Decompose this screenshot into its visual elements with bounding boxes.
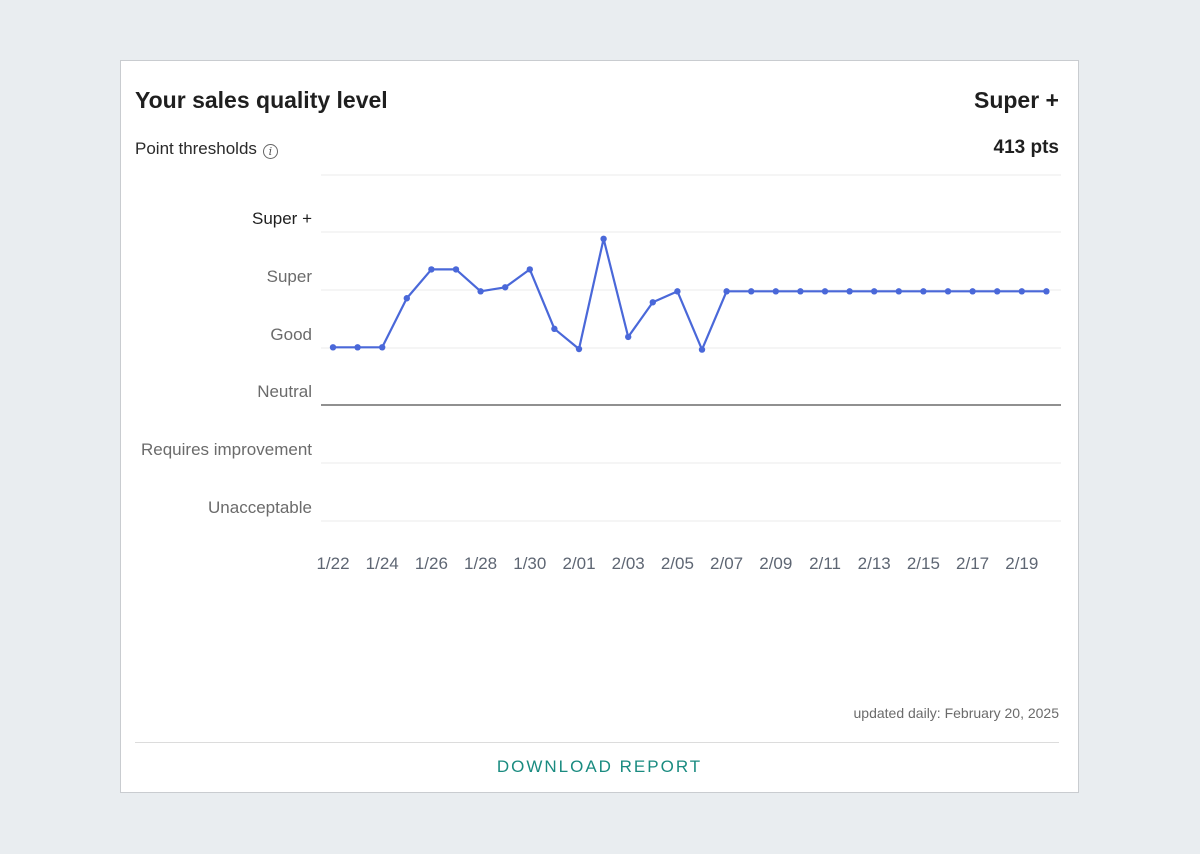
points-value: 413 pts	[993, 137, 1059, 158]
data-point	[428, 266, 435, 273]
y-axis-label: Super	[267, 267, 313, 286]
x-axis-label: 2/09	[759, 554, 792, 573]
data-point	[600, 235, 607, 243]
data-point	[698, 346, 706, 353]
data-point	[723, 288, 730, 295]
data-point	[846, 288, 853, 295]
data-point	[1043, 288, 1050, 295]
x-axis-label: 2/15	[907, 554, 940, 573]
data-point	[1018, 288, 1025, 295]
data-point	[748, 288, 755, 295]
x-axis-label: 2/11	[809, 554, 841, 573]
data-point	[821, 288, 829, 295]
data-point	[674, 288, 681, 295]
x-axis-label: 1/28	[464, 554, 497, 573]
x-axis-label: 1/30	[513, 554, 546, 573]
updated-date: updated daily: February 20, 2025	[853, 705, 1059, 721]
sales-quality-card: Your sales quality level Super + Point t…	[120, 60, 1079, 793]
data-point	[354, 344, 361, 351]
x-axis-label: 2/03	[612, 554, 645, 573]
x-axis-label: 2/13	[858, 554, 891, 573]
y-axis-label: Good	[270, 325, 312, 344]
info-icon[interactable]: i	[262, 144, 278, 159]
point-thresholds-label: Point thresholds	[135, 139, 257, 158]
data-point	[452, 266, 460, 273]
y-axis-label: Super +	[252, 209, 312, 228]
x-axis-label: 2/05	[661, 554, 694, 573]
divider	[135, 742, 1059, 743]
x-axis-label: 2/19	[1005, 554, 1038, 573]
data-point	[797, 288, 804, 295]
series-line	[333, 237, 1047, 351]
y-axis-label: Neutral	[257, 382, 312, 401]
x-axis-label: 2/07	[710, 554, 743, 573]
data-point	[994, 288, 1001, 295]
card-title: Your sales quality level	[135, 87, 388, 113]
data-point	[920, 288, 927, 295]
data-point	[329, 344, 337, 351]
current-level: Super +	[973, 87, 1059, 113]
data-point	[625, 333, 632, 341]
data-point	[871, 288, 878, 295]
point-thresholds: Point thresholds i	[135, 139, 278, 159]
x-axis-label: 1/22	[316, 554, 349, 573]
data-point	[969, 288, 976, 295]
quality-line-chart: Super + Super Good Neutral Requires improvem…	[141, 174, 1061, 573]
data-point	[403, 295, 410, 302]
data-point	[575, 345, 583, 353]
y-axis-label: Unacceptable	[208, 498, 312, 517]
data-point	[526, 266, 533, 273]
data-point	[944, 288, 952, 295]
x-axis-label: 1/24	[366, 554, 399, 573]
y-axis-label: Requires improvement	[141, 440, 312, 459]
data-point	[379, 344, 386, 351]
data-point	[477, 288, 484, 295]
download-report-button[interactable]: DOWNLOAD REPORT	[496, 757, 703, 776]
data-point	[649, 299, 656, 306]
x-axis-label: 1/26	[415, 554, 448, 573]
x-axis-label: 2/01	[562, 554, 595, 573]
data-point	[551, 325, 558, 333]
data-point	[502, 284, 509, 291]
x-axis-label: 2/17	[956, 554, 989, 573]
data-point	[772, 288, 779, 295]
data-point	[895, 288, 902, 295]
